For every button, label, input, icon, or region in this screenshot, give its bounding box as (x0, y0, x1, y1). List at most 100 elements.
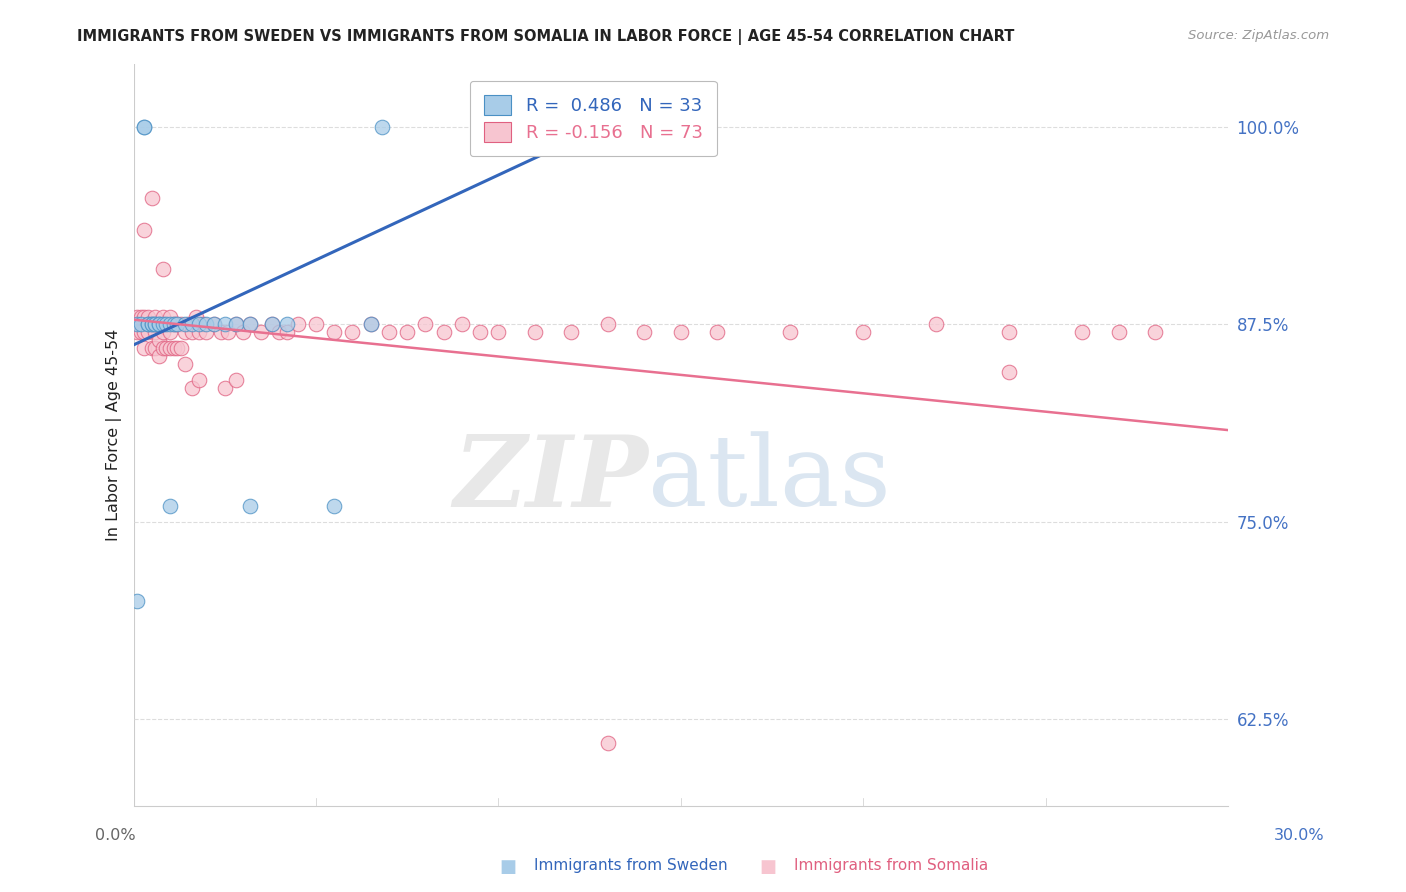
Text: Immigrants from Somalia: Immigrants from Somalia (794, 858, 988, 873)
Point (180, 326, 202, 340)
Point (152, 310, 174, 324)
Point (173, 357, 195, 371)
Point (180, 380, 202, 394)
Point (136, 318, 159, 332)
Point (998, 326, 1021, 340)
Point (323, 499, 346, 513)
Point (925, 318, 948, 332)
Legend: R =  0.486   N = 33, R = -0.156   N = 73: R = 0.486 N = 33, R = -0.156 N = 73 (470, 80, 717, 156)
Point (129, 318, 152, 332)
Point (287, 318, 309, 332)
Point (262, 318, 284, 332)
Point (166, 341, 188, 355)
Point (305, 318, 328, 332)
Text: ■: ■ (759, 858, 776, 876)
Point (134, 310, 156, 324)
Point (217, 326, 239, 340)
Point (127, 310, 149, 324)
Point (145, 326, 167, 340)
Point (163, 318, 186, 332)
Point (155, 341, 177, 355)
Point (360, 318, 382, 332)
Point (141, 318, 163, 332)
Point (166, 318, 188, 332)
Point (486, 326, 509, 340)
Point (134, 341, 156, 355)
Point (225, 318, 247, 332)
Point (323, 326, 346, 340)
Point (578, 120, 600, 135)
Point (262, 318, 284, 332)
Point (523, 326, 546, 340)
Text: Immigrants from Sweden: Immigrants from Sweden (534, 858, 728, 873)
Point (134, 223, 156, 237)
Point (596, 735, 619, 749)
Point (239, 318, 262, 332)
Point (136, 310, 159, 324)
Point (155, 318, 177, 332)
Point (188, 326, 211, 340)
Point (141, 191, 163, 205)
Point (129, 310, 152, 324)
Point (134, 326, 156, 340)
Point (276, 326, 298, 340)
Point (202, 318, 225, 332)
Point (173, 326, 195, 340)
Text: Source: ZipAtlas.com: Source: ZipAtlas.com (1188, 29, 1329, 42)
Point (669, 326, 692, 340)
Text: ZIP: ZIP (453, 431, 648, 527)
Point (163, 318, 186, 332)
Point (145, 318, 167, 332)
Point (188, 318, 211, 332)
Point (134, 120, 156, 135)
Point (191, 318, 214, 332)
Point (155, 318, 177, 332)
Point (159, 499, 181, 513)
Point (342, 326, 364, 340)
Point (141, 341, 163, 355)
Point (163, 341, 186, 355)
Point (1108, 326, 1130, 340)
Point (180, 318, 202, 332)
Text: atlas: atlas (648, 432, 891, 527)
Point (152, 262, 174, 277)
Point (184, 310, 207, 324)
Point (159, 326, 181, 340)
Point (148, 318, 170, 332)
Point (159, 310, 181, 324)
Point (596, 120, 619, 135)
Point (148, 349, 170, 363)
Point (852, 326, 875, 340)
Point (1071, 326, 1094, 340)
Point (415, 318, 437, 332)
Point (166, 318, 188, 332)
Point (136, 318, 159, 332)
Point (148, 318, 170, 332)
Point (127, 593, 149, 607)
Point (396, 326, 419, 340)
Point (470, 326, 492, 340)
Point (706, 326, 728, 340)
Point (188, 373, 211, 387)
Point (127, 318, 149, 332)
Point (370, 120, 392, 135)
Point (225, 318, 247, 332)
Point (998, 365, 1021, 379)
Point (152, 318, 174, 332)
Point (214, 318, 236, 332)
Point (141, 318, 163, 332)
Text: 30.0%: 30.0% (1274, 828, 1324, 843)
Point (195, 318, 218, 332)
Point (145, 341, 167, 355)
Point (127, 326, 149, 340)
Point (209, 326, 232, 340)
Point (195, 326, 218, 340)
Point (378, 326, 401, 340)
Point (177, 318, 200, 332)
Y-axis label: In Labor Force | Age 45-54: In Labor Force | Age 45-54 (107, 329, 122, 541)
Point (170, 341, 193, 355)
Point (225, 373, 247, 387)
Point (159, 318, 181, 332)
Point (202, 318, 225, 332)
Point (250, 326, 273, 340)
